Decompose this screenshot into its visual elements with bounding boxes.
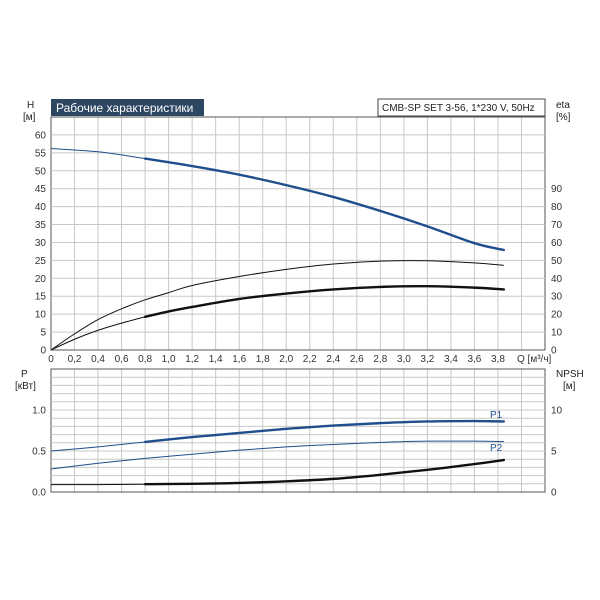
p-tick-label: 1.0 (32, 406, 46, 417)
npsh-tick-label: 10 (551, 406, 563, 417)
h-tick-label: 5 (40, 328, 46, 339)
top-frame (50, 116, 546, 351)
tick-labels: 0 0,2 0,4 0,6 0,8 1,0 1,2 1,4 1,6 1,8 2,0 2,2 2,4 2,6… (32, 130, 562, 498)
chart-title-box (51, 99, 204, 116)
x-tick-label: 3,6 (467, 354, 481, 365)
h-tick-label: 55 (35, 148, 47, 159)
top-chart-grid (50, 116, 546, 351)
h-tick-label: 35 (35, 220, 47, 231)
top-chart-series (50, 148, 506, 351)
npsh-tick-label: 5 (551, 447, 557, 458)
bottom-series-0-thin (50, 420, 504, 452)
eta-tick-label: 50 (551, 256, 563, 267)
chart-title: Рабочие характеристики (56, 101, 193, 115)
bottom-series-1-thin (50, 440, 504, 470)
eta-tick-label: 30 (551, 292, 563, 303)
series-label-p2: P2 (490, 443, 503, 454)
bottom-series-2-bold (143, 458, 506, 486)
h-tick-label: 25 (35, 256, 47, 267)
x-tick-label: 3,2 (420, 354, 434, 365)
model-box (377, 98, 546, 117)
x-tick-label: 2,6 (350, 354, 364, 365)
eta-axis-label: eta (556, 100, 570, 111)
h-tick-label: 10 (35, 310, 47, 321)
top-series-1-thin (50, 260, 504, 351)
h-tick-label: 40 (35, 202, 47, 213)
top-series-0-thin (50, 148, 504, 251)
top-series-0-bold (143, 157, 506, 252)
top-series-2-bold (143, 284, 506, 319)
x-tick-label: 2,0 (279, 354, 293, 365)
x-tick-label: 2,8 (373, 354, 387, 365)
x-tick-label: 0,4 (91, 354, 105, 365)
p-axis-unit: [кВт] (15, 381, 36, 392)
h-tick-label: 45 (35, 184, 47, 195)
bottom-chart-grid (50, 368, 546, 493)
eta-tick-label: 90 (551, 184, 563, 195)
h-axis-unit: [м] (23, 112, 36, 123)
bottom-chart-series (50, 419, 506, 486)
h-tick-label: 50 (35, 166, 47, 177)
npsh-tick-label: 0 (551, 488, 557, 499)
x-tick-label: 1,0 (162, 354, 176, 365)
bottom-frame (50, 368, 546, 493)
h-tick-label: 60 (35, 130, 47, 141)
x-tick-label: 0,2 (68, 354, 82, 365)
eta-tick-label: 20 (551, 310, 563, 321)
x-tick-label: 3,4 (444, 354, 458, 365)
x-tick-label: 2,2 (303, 354, 317, 365)
h-tick-label: 0 (40, 346, 46, 357)
eta-tick-label: 70 (551, 220, 563, 231)
eta-tick-label: 0 (551, 346, 557, 357)
p-tick-label: 0.5 (32, 447, 46, 458)
x-tick-label: 0,6 (115, 354, 129, 365)
h-tick-label: 15 (35, 292, 47, 303)
eta-tick-label: 60 (551, 238, 563, 249)
bottom-series-0-bold (143, 419, 506, 444)
x-tick-label: 1,4 (209, 354, 223, 365)
eta-tick-label: 80 (551, 202, 563, 213)
model-label: CMB-SP SET 3-56, 1*230 V, 50Hz (382, 103, 535, 114)
x-tick-label: 1,2 (185, 354, 199, 365)
x-tick-label: 3,0 (397, 354, 411, 365)
x-tick-label: 0,8 (138, 354, 152, 365)
npsh-axis-label: NPSH (556, 369, 584, 380)
x-tick-label: 1,8 (256, 354, 270, 365)
x-tick-label: 1,6 (232, 354, 246, 365)
x-tick-label: 3,8 (491, 354, 505, 365)
h-tick-label: 20 (35, 274, 47, 285)
x-tick-label: 0 (48, 354, 54, 365)
p-tick-label: 0.0 (32, 488, 46, 499)
eta-tick-label: 10 (551, 328, 563, 339)
series-label-p1: P1 (490, 410, 503, 421)
q-axis-label: Q [м³/ч] (517, 354, 552, 365)
eta-axis-unit: [%] (556, 112, 571, 123)
h-tick-label: 30 (35, 238, 47, 249)
eta-tick-label: 40 (551, 274, 563, 285)
x-tick-label: 2,4 (326, 354, 340, 365)
p-axis-label: P (21, 369, 28, 380)
h-axis-label: H (27, 100, 34, 111)
npsh-axis-unit: [м] (563, 381, 576, 392)
